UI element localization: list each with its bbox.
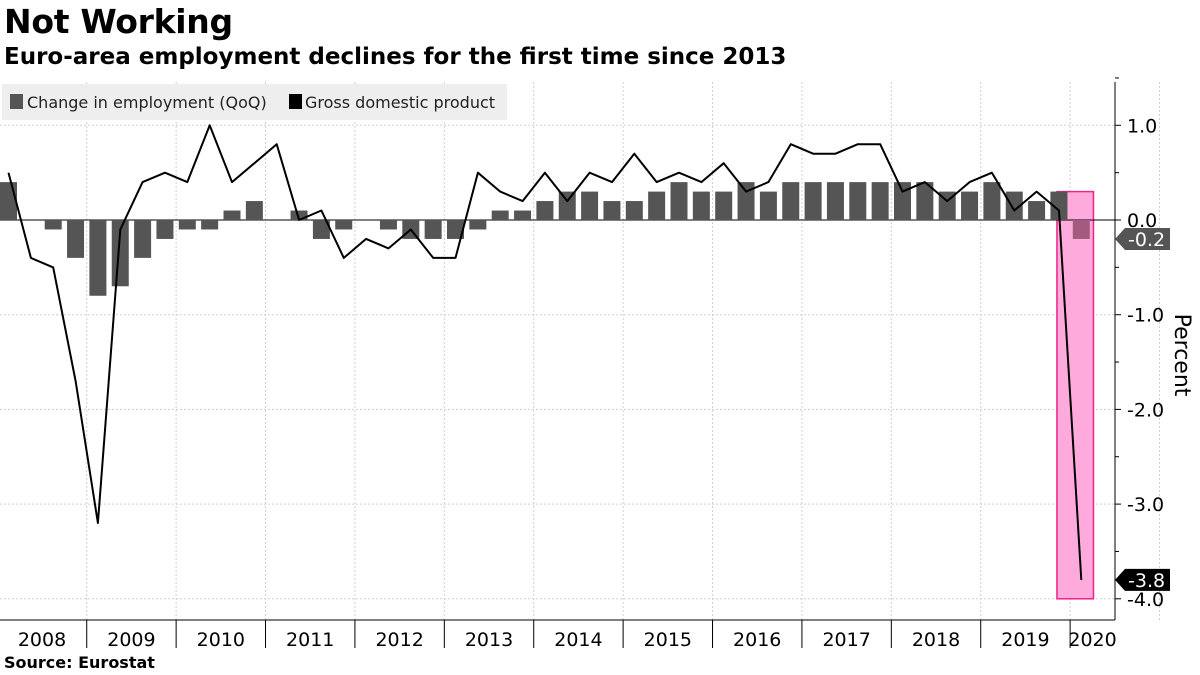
bar-employment [536,201,554,220]
line-gdp [7,124,1083,580]
bar-employment [849,182,867,220]
bar-employment [469,220,487,230]
bar-employment [491,210,509,220]
bar-employment [603,201,621,220]
y-tick-label: -2.0 [1127,399,1164,421]
bar-employment [1050,191,1068,220]
callout-label: -0.2 [1128,229,1165,251]
x-tick-label: 2017 [822,629,870,651]
bar-employment [156,220,174,239]
bar-employment [648,191,666,220]
bar-employment [89,220,107,296]
x-tick-label: 2015 [644,629,692,651]
bar-employment [759,191,777,220]
chart-subtitle: Euro-area employment declines for the fi… [4,44,787,70]
bar-employment [67,220,85,258]
bar-employment [514,210,532,220]
bar-employment [715,191,733,220]
last-value-callout: -0.2 [1115,227,1170,251]
bar-employment [782,182,800,220]
y-tick-label: -3.0 [1127,494,1164,516]
bar-employment [335,220,353,230]
bar-employment [44,220,62,230]
bar-employment [916,182,934,220]
legend-background [2,84,507,120]
bar-employment [1072,220,1090,239]
legend-swatch-gdp [289,94,302,109]
legend: Change in employment (QoQ) Gross domestic… [2,84,507,120]
y-tick-label: 0.0 [1127,210,1157,232]
source-note: Source: Eurostat [4,653,155,672]
bar-employment [1005,191,1023,220]
x-tick-label: 2012 [375,629,423,651]
x-tick-label: 2009 [107,629,155,651]
bar-employment [312,220,330,239]
y-tick-label: -4.0 [1127,589,1164,611]
bar-employment [201,220,219,230]
x-tick-label: 2011 [286,629,334,651]
bar-employment [558,191,576,220]
y-tick-label: 1.0 [1127,115,1157,137]
legend-label-employment: Change in employment (QoQ) [27,93,267,112]
x-tick-label: 2018 [912,629,960,651]
legend-swatch-employment [10,94,23,109]
bar-employment [692,191,710,220]
bar-employment [379,220,397,230]
y-tick-label: -1.0 [1127,305,1164,327]
callout-label: -3.8 [1128,570,1165,592]
x-tick-label: 2013 [465,629,513,651]
x-tick-label: 2014 [554,629,602,651]
x-tick-label: 2010 [197,629,245,651]
bar-employment [424,220,442,239]
bar-employment [670,182,688,220]
legend-label-gdp: Gross domestic product [305,93,495,112]
callout-shape [1115,568,1170,591]
bar-employment [111,220,129,287]
x-tick-label: 2016 [733,629,781,651]
bar-employment [961,191,979,220]
x-tick-label: 2008 [18,629,66,651]
bar-employment [581,191,599,220]
bar-employment [894,182,911,220]
highlight-box [1056,190,1095,600]
callout-shape [1115,227,1170,250]
bar-employment [1028,201,1046,220]
x-tick-label: 2019 [1001,629,1049,651]
bar-employment [983,182,1001,220]
bar-employment [223,210,241,220]
bar-employment [737,182,755,220]
x-tick-label: 2020 [1068,629,1116,651]
bar-employment [871,182,889,220]
bar-employment [178,220,196,230]
bar-employment [290,210,308,220]
bar-employment [447,220,464,239]
bar-employment [0,182,17,220]
y-axis-label: Percent [1169,314,1194,397]
bar-employment [826,182,844,220]
bar-employment [134,220,152,258]
last-value-callout: -3.8 [1115,568,1170,592]
bar-employment [245,201,263,220]
chart-title: Not Working [4,2,233,41]
bar-employment [625,201,643,220]
bar-employment [804,182,822,220]
